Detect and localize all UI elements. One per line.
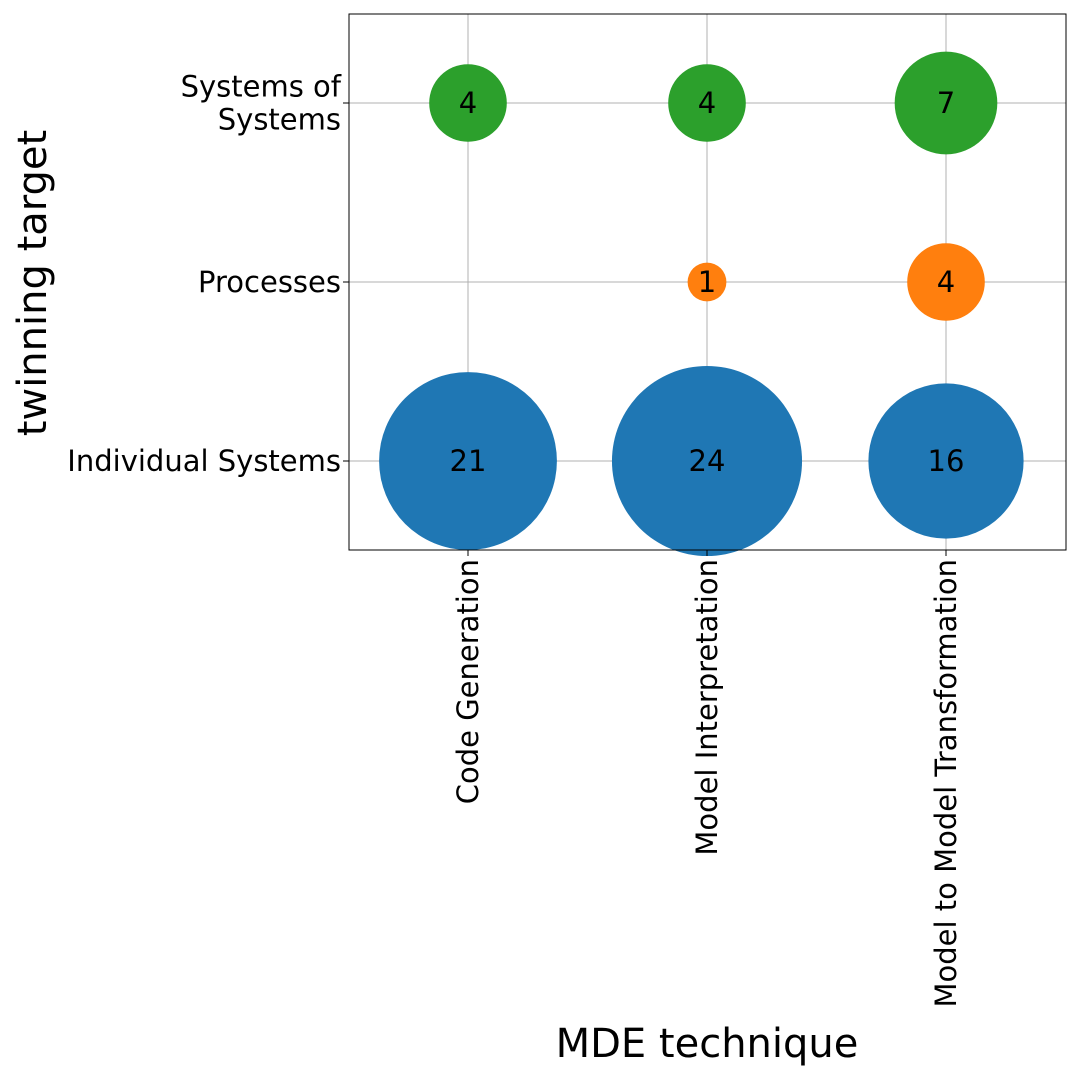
bubble	[907, 243, 985, 321]
bubble-value-label: 4	[937, 265, 955, 299]
bubble	[668, 64, 746, 142]
bubble	[429, 64, 507, 142]
bubble	[379, 372, 557, 550]
bubble-value-label: 4	[698, 86, 716, 120]
bubble	[868, 383, 1024, 539]
bubble-value-label: 16	[928, 444, 965, 478]
y-axis-title: twinning target	[10, 130, 56, 436]
x-tick-label: Model to Model Transformation	[929, 559, 963, 1007]
bubble-value-label: 24	[689, 444, 726, 478]
y-tick-label: Individual Systems	[67, 444, 341, 478]
x-tick-label: Model Interpretation	[690, 559, 724, 856]
y-ticks: Individual Systems Processes Systems of Sys…	[67, 70, 349, 478]
bubble	[687, 262, 727, 302]
bubble	[611, 365, 803, 557]
bubble-value-label: 1	[698, 265, 716, 299]
bubble-value-label: 21	[450, 444, 487, 478]
bubbles: 21 24 16 1 4 4 4 7	[379, 51, 1024, 557]
bubble-value-label: 4	[459, 86, 477, 120]
x-ticks: Code Generation Model Interpretation Model…	[451, 550, 963, 1007]
x-tick-label: Code Generation	[451, 559, 485, 804]
bubble	[894, 51, 998, 155]
bubble-value-label: 7	[937, 86, 955, 120]
y-tick-label: Processes	[198, 265, 341, 299]
x-axis-title: MDE technique	[556, 1021, 859, 1067]
y-tick-label: Systems of Systems	[181, 70, 342, 137]
